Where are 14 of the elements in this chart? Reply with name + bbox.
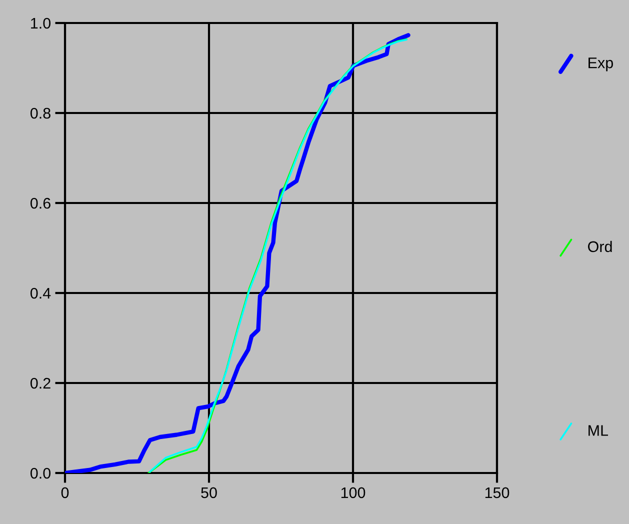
y-tick-label: 0.8 — [30, 108, 50, 119]
x-tick-label: 50 — [201, 487, 217, 498]
line-series — [65, 33, 410, 473]
y-tick-label: 1.0 — [31, 18, 51, 29]
legend-label: ML — [588, 425, 608, 436]
x-tick-label: 150 — [485, 487, 510, 498]
legend-label: Ord — [588, 240, 612, 252]
y-tick-label: 0.4 — [30, 288, 51, 299]
y-tick-label: 0.2 — [30, 378, 50, 389]
y-tick-label: 0.0 — [30, 468, 51, 479]
x-tick-label: 0 — [61, 487, 69, 498]
x-tick-label: 100 — [341, 487, 366, 498]
y-tick-label: 0.6 — [30, 198, 50, 209]
legend-label: Exp — [588, 58, 613, 72]
